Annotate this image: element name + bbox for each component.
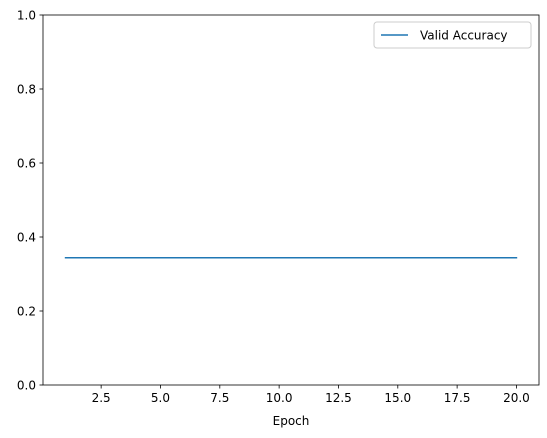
- x-tick-label: 20.0: [503, 391, 530, 405]
- legend: Valid Accuracy: [373, 21, 532, 49]
- x-tick-label: 2.5: [92, 391, 111, 405]
- x-tick-label: 17.5: [444, 391, 471, 405]
- x-tick-label: 12.5: [325, 391, 352, 405]
- y-tick-label: 0.8: [17, 83, 36, 97]
- x-tick-label: 7.5: [210, 391, 229, 405]
- x-tick-label: 15.0: [384, 391, 411, 405]
- x-axis-label: Epoch: [273, 414, 310, 428]
- x-axis-ticks: 2.5 5.0 7.5 10.0 12.5 15.0 17.5 20.0: [92, 385, 530, 405]
- x-tick-label: 10.0: [266, 391, 293, 405]
- legend-label-valid-accuracy: Valid Accuracy: [420, 29, 508, 43]
- y-tick-label: 0.2: [17, 305, 36, 319]
- y-tick-label: 1.0: [17, 9, 36, 23]
- plot-frame: [42, 14, 540, 386]
- y-tick-label: 0.0: [17, 379, 36, 393]
- x-tick-label: 5.0: [151, 391, 170, 405]
- y-tick-label: 0.4: [17, 231, 36, 245]
- y-tick-label: 0.6: [17, 157, 36, 171]
- legend-box: [373, 21, 532, 49]
- y-axis-ticks: 0.0 0.2 0.4 0.6 0.8 1.0: [17, 9, 43, 393]
- plot-area: [43, 15, 539, 385]
